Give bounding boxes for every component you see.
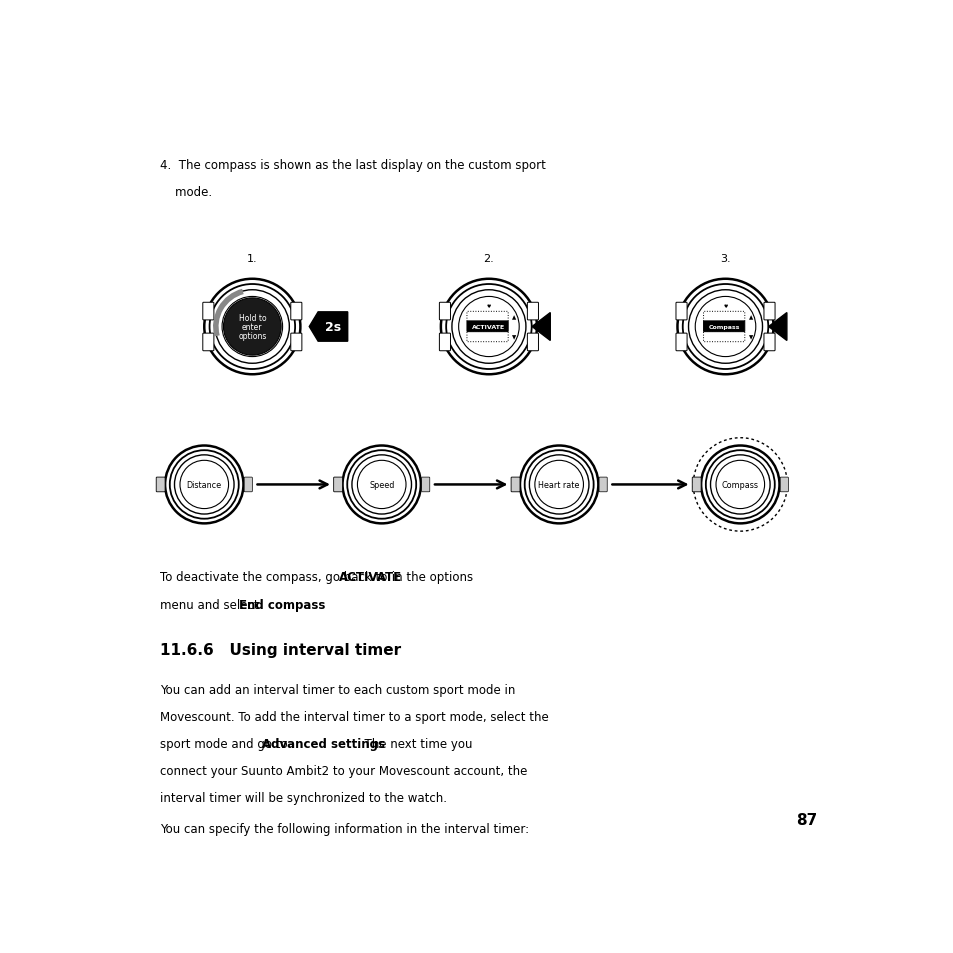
FancyBboxPatch shape (527, 334, 537, 352)
Text: connect your Suunto Ambit2 to your Movescount account, the: connect your Suunto Ambit2 to your Moves… (160, 764, 527, 778)
Circle shape (705, 451, 774, 519)
Text: Compass: Compass (721, 480, 758, 490)
FancyBboxPatch shape (527, 303, 537, 320)
Circle shape (174, 456, 233, 515)
FancyBboxPatch shape (676, 334, 686, 352)
FancyBboxPatch shape (598, 477, 606, 493)
Circle shape (529, 456, 588, 515)
FancyBboxPatch shape (439, 303, 450, 320)
Text: ▲: ▲ (748, 314, 752, 320)
Text: sport mode and go to: sport mode and go to (160, 738, 291, 750)
Text: Speed: Speed (369, 480, 394, 490)
FancyBboxPatch shape (439, 334, 450, 352)
FancyBboxPatch shape (156, 477, 165, 493)
Circle shape (682, 285, 767, 370)
FancyBboxPatch shape (466, 321, 508, 333)
FancyBboxPatch shape (203, 334, 213, 352)
FancyBboxPatch shape (291, 303, 301, 320)
FancyBboxPatch shape (692, 477, 700, 493)
Circle shape (180, 461, 229, 509)
Text: Movescount. To add the interval timer to a sport mode, select the: Movescount. To add the interval timer to… (160, 710, 548, 723)
FancyBboxPatch shape (244, 477, 252, 493)
Text: ▼: ▼ (512, 335, 516, 339)
Text: 2.: 2. (483, 253, 494, 263)
Text: mode.: mode. (160, 186, 212, 199)
Text: .: . (306, 598, 310, 612)
Polygon shape (309, 313, 347, 342)
Text: ♥: ♥ (486, 304, 491, 309)
FancyBboxPatch shape (511, 477, 519, 493)
Circle shape (222, 297, 282, 357)
Text: Heart rate: Heart rate (537, 480, 579, 490)
Text: menu and select: menu and select (160, 598, 262, 612)
Text: Hold to: Hold to (238, 314, 266, 323)
Text: ACTIVATE: ACTIVATE (471, 324, 504, 330)
Text: ▼: ▼ (748, 335, 752, 339)
Circle shape (223, 298, 281, 355)
FancyBboxPatch shape (421, 477, 429, 493)
Polygon shape (768, 314, 786, 341)
FancyBboxPatch shape (291, 334, 301, 352)
Circle shape (210, 285, 294, 370)
Text: . The next time you: . The next time you (356, 738, 472, 750)
Circle shape (695, 297, 755, 357)
Text: End compass: End compass (239, 598, 325, 612)
Text: 3.: 3. (720, 253, 730, 263)
Text: Distance: Distance (187, 480, 222, 490)
Circle shape (716, 461, 763, 509)
Text: interval timer will be synchronized to the watch.: interval timer will be synchronized to t… (160, 792, 446, 804)
Circle shape (446, 285, 531, 370)
Circle shape (215, 291, 289, 364)
Circle shape (688, 291, 761, 364)
Text: 2s: 2s (325, 320, 340, 334)
Circle shape (452, 291, 525, 364)
Text: ♥: ♥ (722, 304, 727, 309)
Circle shape (352, 456, 411, 515)
FancyBboxPatch shape (702, 321, 744, 333)
Text: options: options (238, 332, 266, 340)
Text: Compass: Compass (708, 324, 740, 330)
Text: 1.: 1. (247, 253, 257, 263)
Circle shape (535, 461, 583, 509)
Text: in the options: in the options (388, 571, 473, 584)
Text: To deactivate the compass, go back to: To deactivate the compass, go back to (160, 571, 391, 584)
FancyBboxPatch shape (203, 303, 213, 320)
Circle shape (357, 461, 406, 509)
FancyBboxPatch shape (334, 477, 342, 493)
FancyBboxPatch shape (676, 303, 686, 320)
Text: Advanced settings: Advanced settings (261, 738, 384, 750)
Text: ▲: ▲ (512, 314, 516, 320)
Circle shape (524, 451, 593, 519)
Circle shape (458, 297, 518, 357)
Text: 4.  The compass is shown as the last display on the custom sport: 4. The compass is shown as the last disp… (160, 158, 545, 172)
FancyBboxPatch shape (780, 477, 787, 493)
Circle shape (710, 456, 769, 515)
Circle shape (170, 451, 238, 519)
Text: 87: 87 (796, 813, 817, 827)
Text: ACTIVATE: ACTIVATE (338, 571, 402, 584)
Text: 11.6.6   Using interval timer: 11.6.6 Using interval timer (160, 642, 400, 658)
Circle shape (347, 451, 416, 519)
Text: You can specify the following information in the interval timer:: You can specify the following informatio… (160, 822, 529, 836)
FancyBboxPatch shape (763, 334, 774, 352)
Polygon shape (532, 314, 550, 341)
Text: enter: enter (242, 323, 262, 332)
Text: You can add an interval timer to each custom sport mode in: You can add an interval timer to each cu… (160, 683, 515, 696)
FancyBboxPatch shape (763, 303, 774, 320)
